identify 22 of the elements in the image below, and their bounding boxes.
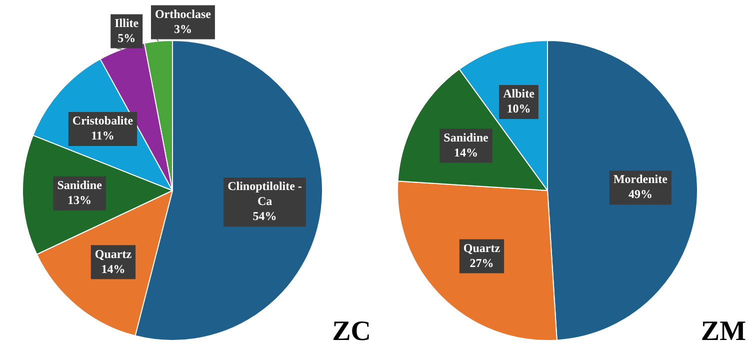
slice-label: Albite <box>503 86 536 101</box>
data-label: 5% <box>118 30 136 45</box>
text: ZC <box>332 316 371 348</box>
data-label: 10% <box>506 102 531 116</box>
slice-label: Mordenite <box>613 172 668 186</box>
slice-label: Sanidine <box>57 178 103 192</box>
data-label: 27% <box>470 256 494 270</box>
data-label: 3% <box>174 22 192 36</box>
slice-label: Orthoclase <box>154 6 212 21</box>
slice-label: Clinoptilolite - Ca <box>228 179 302 208</box>
data-label: 14% <box>454 145 478 160</box>
slice-label: Illite <box>114 16 140 30</box>
data-label: 49% <box>628 187 652 202</box>
slice-label: Sanidine <box>444 130 490 144</box>
data-label: 11% <box>91 128 114 143</box>
slice-label: Quartz <box>94 246 132 261</box>
data-label: 13% <box>68 193 92 208</box>
text: ZM <box>700 316 746 348</box>
slice-label: Quartz <box>463 240 501 255</box>
slice-label: Cristobalite <box>72 114 134 128</box>
data-label: 54% <box>252 209 277 224</box>
data-label: 14% <box>101 262 126 276</box>
